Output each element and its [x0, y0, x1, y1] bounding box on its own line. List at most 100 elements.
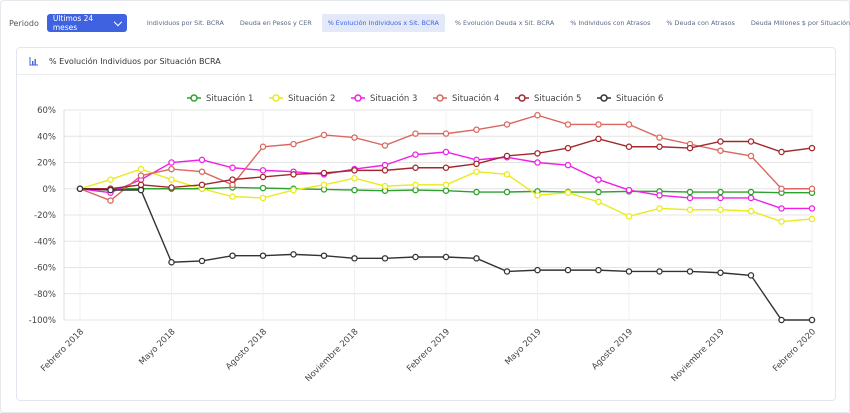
data-point	[107, 197, 114, 204]
data-point	[229, 252, 236, 259]
data-point	[351, 167, 358, 174]
data-point	[259, 143, 267, 151]
tab-deuda-pesos-cer[interactable]: Deuda en Pesos y CER	[239, 19, 312, 27]
data-point	[168, 258, 175, 266]
data-point	[290, 171, 297, 178]
data-point	[381, 161, 389, 169]
data-point	[595, 176, 602, 183]
data-point	[442, 253, 450, 261]
data-point	[595, 266, 602, 274]
data-point	[320, 252, 328, 259]
data-point	[351, 175, 358, 182]
data-point	[625, 268, 633, 275]
data-point	[137, 186, 145, 194]
legend-swatch-marker	[436, 94, 444, 102]
tab-evolucion-individuos[interactable]: % Evolución Individuos x Sit. BCRA	[321, 14, 445, 32]
data-point	[290, 186, 297, 194]
data-point	[625, 186, 633, 194]
data-point	[107, 176, 114, 183]
data-point	[625, 213, 633, 220]
data-point	[473, 168, 480, 175]
data-point	[747, 138, 755, 145]
data-point	[442, 187, 450, 194]
data-point	[717, 188, 724, 196]
data-point	[503, 121, 511, 128]
data-point	[320, 131, 328, 139]
data-point	[808, 185, 816, 193]
data-point	[229, 193, 236, 200]
report-tabs: Individuos por Sit. BCRA Deuda en Pesos …	[141, 14, 850, 32]
data-point	[198, 257, 206, 265]
data-point	[412, 130, 419, 137]
data-point	[656, 205, 663, 212]
y-tick-label: -80%	[34, 290, 56, 300]
data-point	[351, 186, 358, 194]
tab-deuda-millones[interactable]: Deuda Millones $ por Situación BCRA	[750, 19, 850, 27]
data-point	[778, 316, 785, 324]
data-point	[412, 151, 419, 158]
line-chart: 60%40%20%0%-20%-40%-60%-80%-100%Febrero …	[29, 93, 818, 384]
data-point	[229, 164, 236, 172]
data-point	[473, 160, 480, 168]
data-point	[442, 148, 450, 156]
tab-evolucion-deuda[interactable]: % Evolución Deuda x Sit. BCRA	[454, 19, 555, 27]
data-point	[259, 252, 267, 259]
data-point	[595, 198, 602, 206]
x-tick-label: Mayo 2019	[503, 327, 543, 367]
legend-item: Situación 2	[269, 93, 335, 104]
data-point	[259, 167, 267, 174]
data-point	[534, 150, 541, 157]
y-tick-label: -100%	[29, 316, 56, 326]
data-point	[747, 188, 755, 196]
data-point	[259, 194, 267, 202]
data-point	[534, 192, 541, 199]
data-point	[351, 134, 358, 141]
tab-individuos-sit-bcra[interactable]: Individuos por Sit. BCRA	[146, 19, 224, 27]
x-tick-label: Agosto 2019	[590, 327, 635, 372]
tab-individuos-atrasos[interactable]: % Individuos con Atrasos	[570, 19, 651, 27]
data-point	[686, 206, 694, 213]
data-point	[412, 181, 419, 189]
data-point	[717, 269, 724, 276]
y-tick-label: 40%	[37, 132, 56, 142]
data-point	[564, 189, 572, 196]
data-point	[198, 168, 206, 175]
data-point	[168, 184, 175, 191]
x-tick-label: Febrero 2018	[39, 327, 86, 374]
y-tick-label: 60%	[37, 106, 56, 116]
data-point	[381, 167, 389, 174]
data-point	[290, 251, 297, 258]
x-tick-label: Noviembre 2019	[670, 327, 727, 384]
legend-swatch-marker	[354, 94, 362, 102]
data-point	[473, 255, 480, 262]
legend-swatch-marker	[600, 94, 608, 102]
data-point	[656, 192, 663, 199]
data-point	[381, 255, 389, 262]
data-point	[625, 143, 633, 151]
legend-label: Situación 1	[206, 93, 253, 104]
data-point	[564, 144, 572, 152]
data-point	[778, 148, 785, 156]
data-point	[625, 121, 633, 128]
chart-card: % Evolución Individuos por Situación BCR…	[16, 47, 836, 401]
filter-bar: Periodo Últimos 24 meses Individuos por …	[9, 11, 850, 35]
x-tick-label: Mayo 2018	[137, 327, 177, 367]
legend-item: Situación 5	[515, 93, 581, 104]
data-point	[686, 194, 694, 202]
legend-swatch-marker	[518, 94, 526, 102]
data-point	[107, 186, 114, 194]
data-point	[473, 188, 480, 196]
data-point	[503, 268, 511, 275]
legend-label: Situación 4	[452, 93, 499, 104]
data-point	[168, 159, 175, 166]
data-point	[259, 173, 267, 181]
tab-deuda-atrasos[interactable]: % Deuda con Atrasos	[666, 19, 735, 27]
data-point	[351, 255, 358, 262]
legend-swatch-marker	[190, 94, 198, 102]
data-point	[686, 144, 694, 152]
data-point	[808, 215, 816, 223]
data-point	[534, 159, 541, 166]
data-point	[778, 185, 785, 193]
period-select[interactable]: Últimos 24 meses	[46, 14, 127, 32]
